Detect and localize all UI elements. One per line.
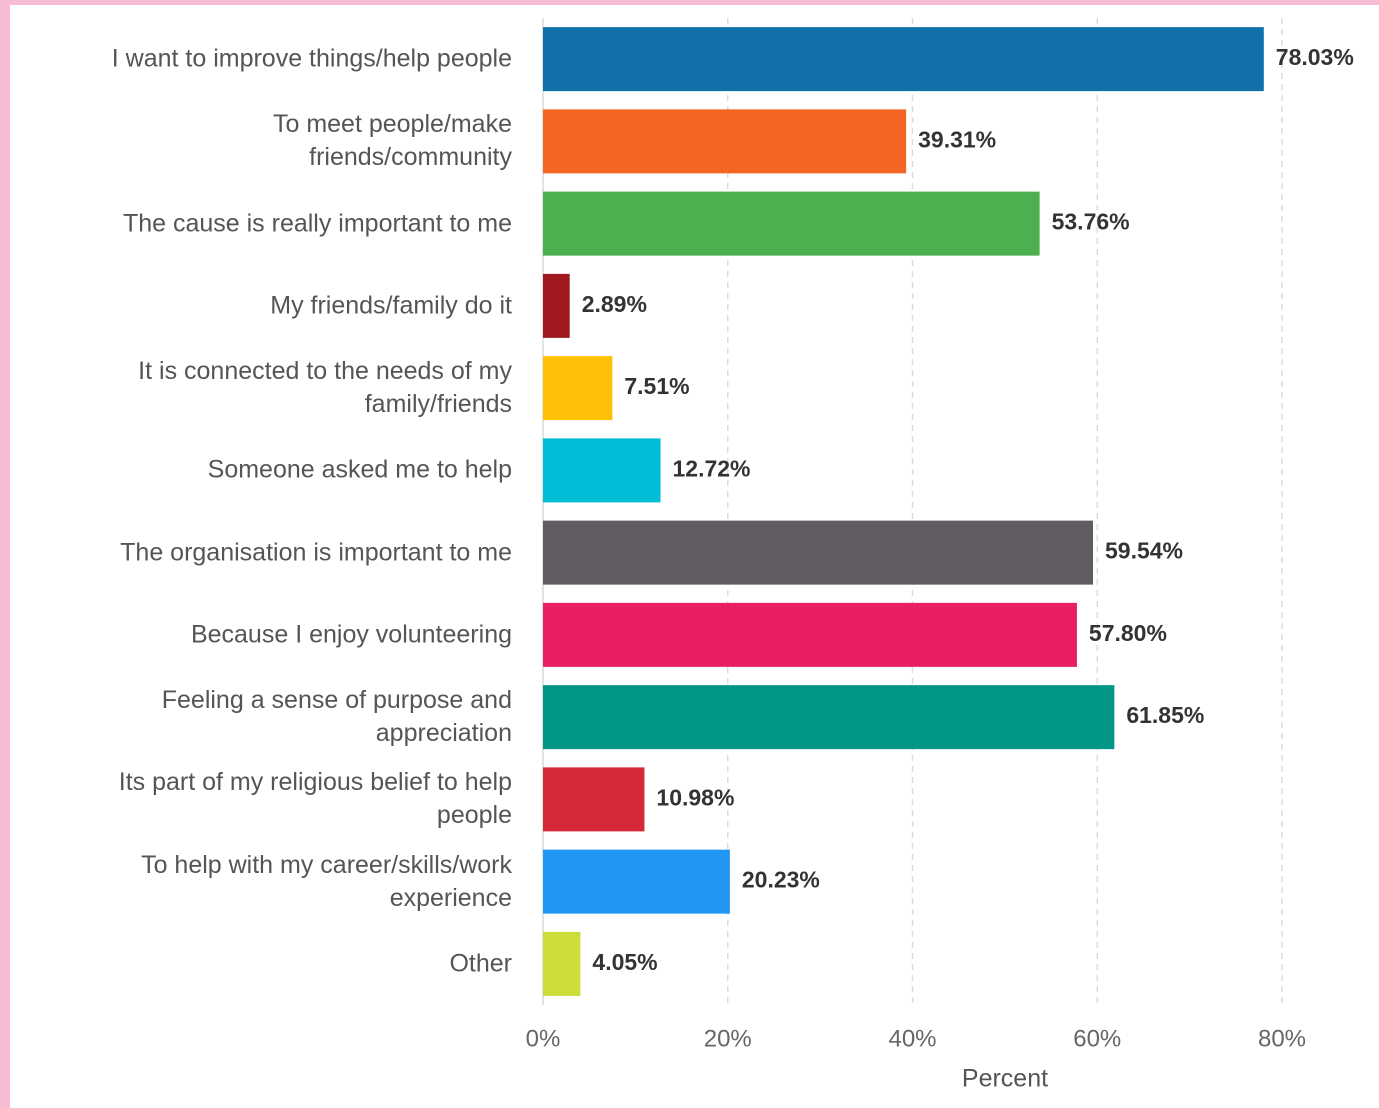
y-tick-label: Its part of my religious belief to help … [118, 768, 512, 830]
data-label: 53.76% [1052, 209, 1130, 235]
y-tick-label: Because I enjoy volunteering [190, 620, 512, 649]
bar [543, 27, 1264, 92]
bar [543, 767, 645, 832]
y-tick-label: My friends/family do it [270, 291, 512, 320]
bar [543, 438, 661, 503]
data-label: 61.85% [1126, 702, 1204, 728]
x-tick-label: 20% [704, 1025, 752, 1052]
data-label: 10.98% [656, 784, 734, 810]
bar [543, 191, 1040, 256]
bar [543, 273, 570, 338]
y-tick-label: Someone asked me to help [207, 455, 512, 484]
x-tick-label: 0% [526, 1025, 561, 1052]
bar [543, 602, 1077, 667]
data-label: 7.51% [624, 373, 689, 399]
bar [543, 849, 730, 914]
x-tick-label: 80% [1258, 1025, 1306, 1052]
border [0, 0, 1379, 5]
y-tick-label: Feeling a sense of purpose and appreciat… [161, 686, 512, 748]
data-label: 2.89% [582, 291, 647, 317]
data-label: 57.80% [1089, 620, 1167, 646]
border [0, 0, 10, 1108]
data-label: 39.31% [918, 126, 996, 152]
data-label: 78.03% [1276, 44, 1354, 70]
data-label: 4.05% [592, 949, 657, 975]
x-tick-label: 60% [1073, 1025, 1121, 1052]
bar [543, 356, 613, 421]
data-label: 59.54% [1105, 538, 1183, 564]
y-tick-label: I want to improve things/help people [111, 44, 512, 73]
bar [543, 109, 907, 174]
bar [543, 520, 1094, 585]
data-label: 20.23% [742, 867, 820, 893]
bar [543, 931, 581, 996]
y-tick-label: It is connected to the needs of my famil… [138, 357, 512, 419]
bar [543, 685, 1115, 750]
x-axis-title: Percent [962, 1065, 1048, 1093]
y-tick-label: To help with my career/skills/work exper… [141, 850, 512, 912]
y-tick-label: The organisation is important to me [120, 538, 512, 567]
data-label: 12.72% [673, 455, 751, 481]
y-tick-label: Other [449, 949, 512, 978]
y-tick-label: The cause is really important to me [122, 209, 512, 238]
y-tick-label: To meet people/make friends/community [272, 110, 512, 172]
x-tick-label: 40% [888, 1025, 936, 1052]
